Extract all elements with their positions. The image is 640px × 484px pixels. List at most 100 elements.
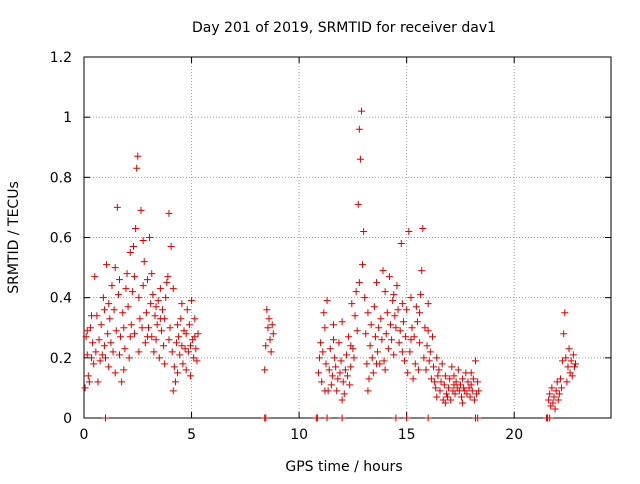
data-point xyxy=(382,330,390,338)
data-point xyxy=(96,357,104,365)
x-tick-label: 10 xyxy=(290,427,308,443)
data-point xyxy=(155,354,163,362)
data-point xyxy=(166,324,174,332)
data-point xyxy=(552,387,560,395)
data-point xyxy=(135,294,143,302)
data-point xyxy=(322,360,330,368)
data-point xyxy=(88,312,96,320)
data-point xyxy=(91,273,99,281)
data-point xyxy=(549,399,557,407)
data-point xyxy=(117,333,125,341)
data-point xyxy=(567,357,575,365)
data-point xyxy=(191,315,199,323)
data-point xyxy=(390,351,398,359)
data-point xyxy=(559,357,567,365)
data-point xyxy=(347,363,355,371)
data-point xyxy=(113,203,121,211)
data-point xyxy=(551,405,559,413)
data-point xyxy=(401,357,409,365)
data-point xyxy=(565,345,573,353)
data-point xyxy=(320,309,328,317)
data-point xyxy=(314,369,322,377)
data-point xyxy=(111,264,119,272)
data-point xyxy=(316,354,324,362)
data-point xyxy=(325,366,333,374)
data-point xyxy=(122,285,130,293)
data-point xyxy=(570,363,578,371)
data-point xyxy=(330,321,338,329)
data-point xyxy=(444,393,452,401)
data-point xyxy=(323,297,331,305)
data-point xyxy=(430,363,438,371)
data-point xyxy=(84,372,92,380)
data-point xyxy=(387,321,395,329)
data-point xyxy=(564,363,572,371)
data-point xyxy=(406,348,414,356)
data-point xyxy=(414,366,422,374)
data-point xyxy=(436,387,444,395)
data-point xyxy=(151,312,159,320)
data-point xyxy=(348,300,356,308)
data-point xyxy=(399,318,407,326)
data-point xyxy=(451,390,459,398)
data-point xyxy=(119,309,127,317)
data-point xyxy=(139,282,147,290)
data-point xyxy=(423,342,431,350)
data-point xyxy=(171,378,179,386)
data-point xyxy=(161,360,169,368)
data-point xyxy=(313,414,321,422)
data-point xyxy=(397,240,405,248)
data-point xyxy=(347,342,355,350)
data-point xyxy=(433,354,441,362)
data-point xyxy=(110,306,118,314)
data-point xyxy=(569,351,577,359)
data-point xyxy=(389,297,397,305)
chart-title: Day 201 of 2019, SRMTID for receiver dav… xyxy=(192,20,496,36)
data-point xyxy=(318,378,326,386)
y-tick-label: 0.6 xyxy=(50,231,72,247)
y-axis-label: SRMTID / TECUs xyxy=(6,181,22,294)
data-point xyxy=(129,243,137,251)
data-point xyxy=(85,378,93,386)
data-point xyxy=(427,375,435,383)
data-point xyxy=(328,372,336,380)
data-point xyxy=(138,324,146,332)
data-point xyxy=(321,387,329,395)
data-point xyxy=(357,107,365,115)
data-point xyxy=(452,378,460,386)
data-point xyxy=(121,345,129,353)
data-point xyxy=(355,279,363,287)
data-point xyxy=(359,261,367,269)
data-point xyxy=(438,360,446,368)
data-point xyxy=(111,369,119,377)
data-point xyxy=(373,279,381,287)
data-point xyxy=(407,336,415,344)
data-point xyxy=(409,375,417,383)
data-point xyxy=(104,330,112,338)
data-point xyxy=(128,288,136,296)
data-point xyxy=(317,339,325,347)
data-point xyxy=(112,327,120,335)
data-point xyxy=(182,330,190,338)
data-point xyxy=(402,333,410,341)
y-tick-labels: 0 0.2 0.4 0.6 0.8 1 1.2 xyxy=(50,50,72,427)
data-point xyxy=(330,336,338,344)
data-point xyxy=(410,333,418,341)
data-point xyxy=(384,345,392,353)
data-point xyxy=(127,321,135,329)
data-point xyxy=(424,414,432,422)
data-point xyxy=(335,339,343,347)
x-tick-label: 5 xyxy=(187,427,196,443)
data-point xyxy=(562,354,570,362)
data-point xyxy=(385,273,393,281)
data-point xyxy=(90,360,98,368)
data-point xyxy=(466,393,474,401)
data-point xyxy=(262,414,270,422)
data-point xyxy=(563,378,571,386)
data-point xyxy=(404,369,412,377)
data-point xyxy=(332,363,340,371)
data-point xyxy=(392,414,400,422)
y-tick-label: 0.4 xyxy=(50,291,72,307)
data-point xyxy=(319,348,327,356)
data-point xyxy=(352,288,360,296)
